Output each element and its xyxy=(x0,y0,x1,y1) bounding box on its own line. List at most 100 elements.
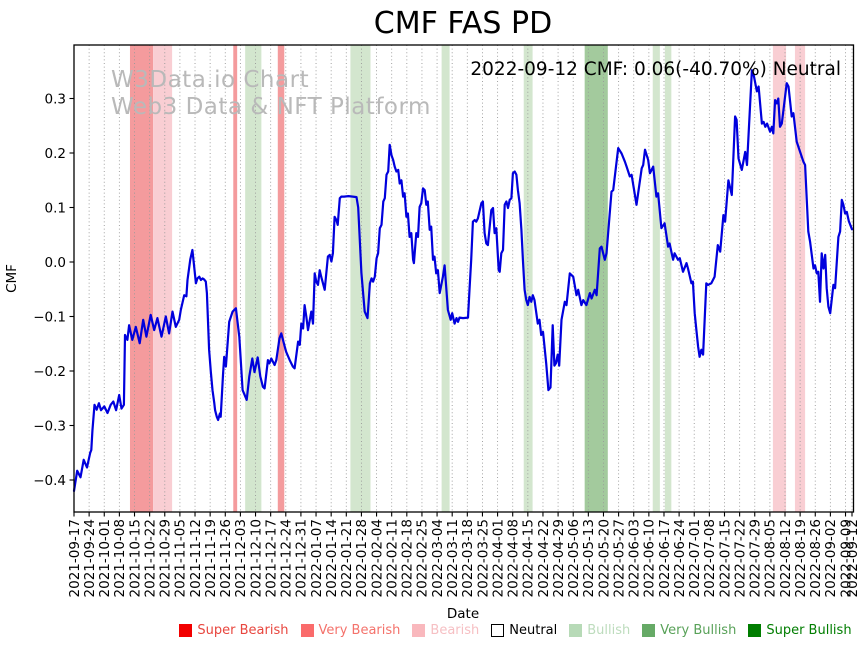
band-very_bullish xyxy=(584,45,608,512)
x-tick-label: 2021-10-15 xyxy=(127,519,143,597)
y-tick-label: 0.0 xyxy=(45,255,66,271)
legend-label: Super Bullish xyxy=(766,622,852,638)
band-bearish xyxy=(772,45,787,512)
legend-label: Very Bearish xyxy=(318,622,401,638)
x-tick-label: 2022-01-07 xyxy=(309,519,325,597)
x-tick-label: 2022-08-12 xyxy=(778,519,794,597)
legend-swatch-icon xyxy=(569,623,583,637)
x-tick-label: 2022-08-05 xyxy=(763,519,779,597)
legend-swatch-icon xyxy=(642,623,656,637)
x-tick-label: 2022-04-15 xyxy=(521,519,537,597)
y-tick-label: −0.2 xyxy=(33,364,66,380)
legend-item-very-bullish: Very Bullish xyxy=(642,622,737,638)
legend-label: Bullish xyxy=(587,622,631,638)
x-tick-label: 2021-09-17 xyxy=(67,519,83,597)
x-tick-label: 2022-04-01 xyxy=(490,519,506,597)
x-tick-label: 2022-09-12 xyxy=(845,519,861,597)
band-bullish xyxy=(245,45,262,512)
band-bullish xyxy=(523,45,533,512)
x-tick-label: 2021-10-01 xyxy=(97,519,113,597)
y-tick-label: −0.4 xyxy=(33,473,66,489)
x-tick-label: 2022-01-21 xyxy=(339,519,355,597)
x-tick-label: 2021-11-12 xyxy=(188,519,204,597)
legend: Super Bearish Very Bearish Bearish Neutral B… xyxy=(168,617,863,643)
legend-item-super-bearish: Super Bearish xyxy=(179,622,289,638)
x-tick-label: 2022-04-29 xyxy=(551,519,567,597)
legend-item-neutral: Neutral xyxy=(491,622,558,638)
x-tick-label: 2021-12-31 xyxy=(294,519,310,597)
x-tick-label: 2021-11-26 xyxy=(218,519,234,597)
x-tick-label: 2022-04-22 xyxy=(536,519,552,597)
y-tick-label: −0.1 xyxy=(33,309,66,325)
x-tick-label: 2021-11-19 xyxy=(203,519,219,597)
x-tick-label: 2021-12-24 xyxy=(279,519,295,597)
y-axis-label: CMF xyxy=(4,264,20,293)
legend-label: Super Bearish xyxy=(197,622,289,638)
legend-label: Neutral xyxy=(509,622,558,638)
x-tick-label: 2022-08-19 xyxy=(793,519,809,597)
band-very_bearish xyxy=(129,45,154,512)
band-very_bearish xyxy=(233,45,238,512)
legend-label: Very Bullish xyxy=(660,622,737,638)
x-tick-label: 2021-10-22 xyxy=(142,519,158,597)
cmf-line-group xyxy=(72,69,854,492)
x-tick-label: 2022-09-02 xyxy=(823,519,839,597)
x-axis-label: Date xyxy=(447,606,479,622)
x-tick-label: 2022-03-04 xyxy=(430,519,446,597)
x-tick-label: 2021-11-05 xyxy=(173,519,189,597)
signal-bands xyxy=(129,45,806,512)
legend-item-bullish: Bullish xyxy=(569,622,631,638)
legend-swatch-icon xyxy=(748,623,762,637)
chart-title: CMF FAS PD xyxy=(374,6,552,41)
watermark-line2: Web3 Data & NFT Platform xyxy=(111,94,431,120)
y-tick-label: 0.1 xyxy=(45,200,66,216)
y-tick-label: 0.2 xyxy=(45,146,66,162)
legend-label: Bearish xyxy=(430,622,480,638)
x-tick-label: 2022-02-25 xyxy=(415,519,431,597)
x-tick-label: 2022-08-26 xyxy=(808,519,824,597)
x-tick-label: 2022-07-01 xyxy=(687,519,703,597)
band-bullish xyxy=(664,45,672,512)
x-tick-label: 2021-09-24 xyxy=(82,519,98,597)
band-bearish xyxy=(153,45,173,512)
x-tick-label: 2022-03-18 xyxy=(460,519,476,597)
x-tick-label: 2022-02-18 xyxy=(400,519,416,597)
band-bullish xyxy=(350,45,371,512)
x-tick-label: 2022-07-22 xyxy=(732,519,748,597)
x-tick-label: 2022-05-20 xyxy=(596,519,612,597)
x-tick-label: 2022-05-27 xyxy=(611,519,627,597)
y-tick-label: −0.3 xyxy=(33,418,66,434)
x-tick-label: 2021-10-29 xyxy=(158,519,174,597)
x-tick-label: 2021-12-03 xyxy=(233,519,249,597)
x-tick-label: 2022-02-04 xyxy=(369,519,385,597)
x-tick-label: 2022-07-15 xyxy=(717,519,733,597)
legend-swatch-icon xyxy=(300,623,314,637)
x-tick-label: 2022-06-24 xyxy=(672,519,688,597)
x-tick-label: 2022-07-29 xyxy=(748,519,764,597)
legend-swatch-icon xyxy=(491,623,505,637)
x-tick-label: 2022-05-06 xyxy=(566,519,582,597)
x-tick-label: 2022-01-14 xyxy=(324,519,340,597)
x-tick-label: 2021-10-08 xyxy=(112,519,128,597)
watermark-line1: W3Data.io Chart xyxy=(111,67,309,93)
y-tick-label: 0.3 xyxy=(45,91,66,107)
cmf-line xyxy=(72,69,854,492)
band-bullish xyxy=(652,45,660,512)
x-tick-label: 2022-09-09 xyxy=(838,519,854,597)
x-tick-label: 2021-12-17 xyxy=(263,519,279,597)
x-tick-label: 2022-03-25 xyxy=(475,519,491,597)
latest-value-annotation: 2022-09-12 CMF: 0.06(-40.70%) Neutral xyxy=(470,59,841,80)
x-tick-label: 2022-06-10 xyxy=(642,519,658,597)
x-tick-label: 2022-06-17 xyxy=(657,519,673,597)
x-tick-label: 2022-05-13 xyxy=(581,519,597,597)
axes: 2021-09-17 2021-09-24 2021-10-01 2021-10-08… xyxy=(33,44,861,597)
x-tick-label: 2021-12-10 xyxy=(248,519,264,597)
band-very_bearish xyxy=(277,45,285,512)
band-bearish xyxy=(794,45,806,512)
x-tick-label: 2022-01-28 xyxy=(354,519,370,597)
legend-item-super-bullish: Super Bullish xyxy=(748,622,852,638)
x-tick-label: 2022-06-03 xyxy=(627,519,643,597)
legend-item-bearish: Bearish xyxy=(412,622,480,638)
